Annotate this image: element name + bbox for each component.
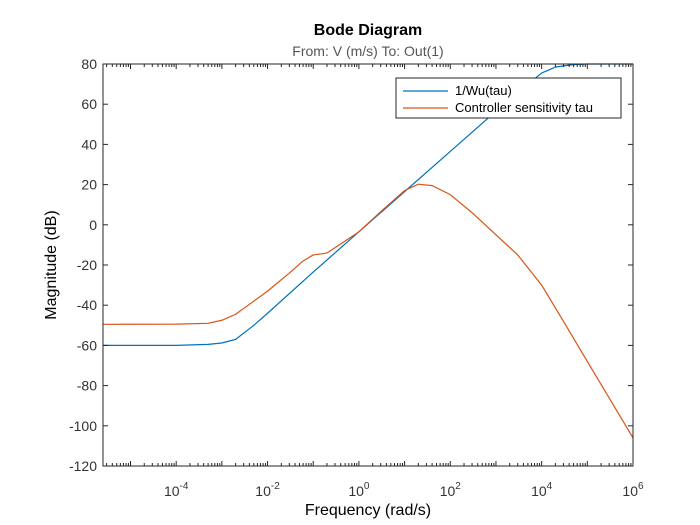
chart-subtitle: From: V (m/s) To: Out(1)	[292, 43, 443, 59]
series-layer	[102, 63, 634, 439]
legend: 1/Wu(tau) Controller sensitivity tau	[395, 77, 622, 119]
x-axis: 10-4 10-2 100 102 104 106	[106, 64, 644, 499]
legend-label-1-wu-tau: 1/Wu(tau)	[455, 83, 512, 98]
series-line-1	[103, 63, 633, 346]
y-tick-label: -20	[77, 257, 97, 273]
x-tick-label: 104	[531, 481, 553, 499]
y-tick-label: -120	[69, 458, 97, 474]
y-tick-label: 20	[81, 177, 97, 193]
chart-title: Bode Diagram	[314, 22, 422, 39]
x-axis-label: Frequency (rad/s)	[305, 502, 431, 519]
y-tick-label: -40	[77, 297, 97, 313]
legend-label-controller-sensitivity: Controller sensitivity tau	[455, 100, 593, 115]
y-tick-label: 80	[81, 56, 97, 72]
y-tick-label: -60	[77, 337, 97, 353]
y-tick-label: -80	[77, 378, 97, 394]
x-tick-label: 10-4	[164, 481, 189, 499]
y-axis: 80 60 40 20 0 -20 -40 -60 -80 -100 -120	[69, 56, 633, 474]
legend-box	[395, 77, 622, 119]
y-tick-label: 60	[81, 96, 97, 112]
y-tick-label: 0	[89, 217, 97, 233]
x-tick-label: 106	[622, 481, 644, 499]
y-tick-label: -100	[69, 418, 97, 434]
y-axis-label: Magnitude (dB)	[43, 210, 60, 319]
x-tick-label: 10-2	[255, 481, 280, 499]
plot-area	[103, 64, 633, 466]
x-tick-label: 102	[440, 481, 462, 499]
series-line-2	[102, 183, 634, 439]
x-tick-label: 100	[348, 481, 370, 499]
y-tick-label: 40	[81, 136, 97, 152]
